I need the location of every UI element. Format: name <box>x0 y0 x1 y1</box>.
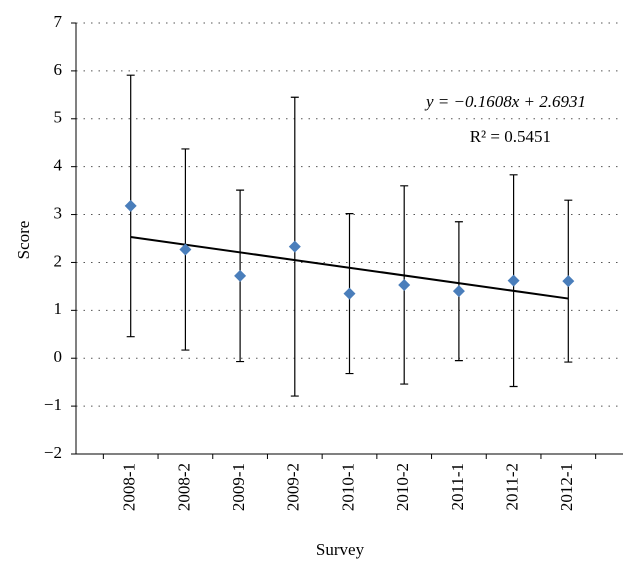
x-tick-label: 2010-2 <box>393 463 412 511</box>
trendline-equation: y = −0.1608x + 2.6931 <box>424 92 586 111</box>
x-axis-label: Survey <box>316 540 365 559</box>
point <box>179 243 192 256</box>
x-tick-label: 2008-1 <box>120 463 139 511</box>
y-tick-label: −1 <box>44 395 62 414</box>
y-tick-label: 2 <box>54 251 63 270</box>
y-tick-label: 0 <box>54 347 63 366</box>
point <box>343 287 356 300</box>
point <box>398 278 411 291</box>
y-tick-label: 4 <box>54 156 63 175</box>
y-tick-label: −2 <box>44 443 62 462</box>
y-tick-label: 6 <box>54 60 63 79</box>
x-tick-label: 2011-2 <box>503 463 522 511</box>
y-axis-label: Score <box>14 221 33 260</box>
point <box>234 269 247 282</box>
y-tick-label: 1 <box>54 299 63 318</box>
x-tick-label: 2012-1 <box>557 463 576 511</box>
x-tick-label: 2009-1 <box>229 463 248 511</box>
y-tick-label: 5 <box>54 108 63 127</box>
x-tick-label: 2010-1 <box>338 463 357 511</box>
y-tick-label: 3 <box>54 203 63 222</box>
point <box>507 274 520 287</box>
x-tick-label: 2011-1 <box>448 463 467 511</box>
point <box>562 275 575 288</box>
point <box>124 199 137 212</box>
x-tick-label: 2008-2 <box>174 463 193 511</box>
x-tick-label: 2009-2 <box>284 463 303 511</box>
y-tick-label: 7 <box>54 12 63 31</box>
trendline-r2: R² = 0.5451 <box>470 127 551 146</box>
point <box>288 240 301 253</box>
point <box>452 285 465 298</box>
